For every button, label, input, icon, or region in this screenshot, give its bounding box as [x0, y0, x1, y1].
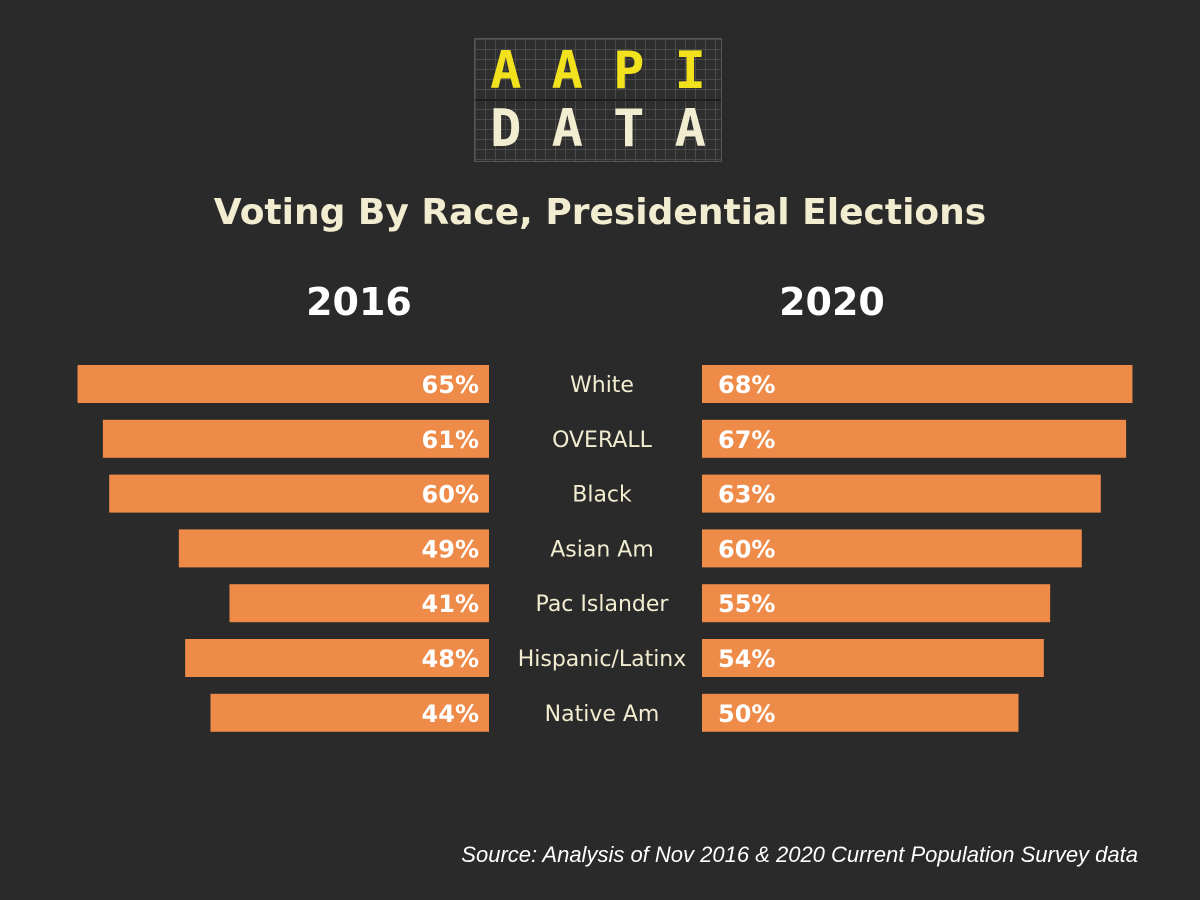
value-label-2016-3: 49%: [422, 535, 479, 563]
logo-letter: A: [551, 41, 583, 101]
value-label-2020-3: 60%: [718, 535, 775, 563]
chart-title: Voting By Race, Presidential Elections: [213, 192, 987, 233]
value-label-2020-6: 50%: [718, 700, 775, 728]
category-label-3: Asian Am: [550, 537, 654, 562]
logo-row-bottom: D A T A: [475, 99, 721, 159]
bar-2016-4: [229, 584, 489, 623]
value-label-2016-5: 48%: [422, 645, 479, 673]
bar-2016-2: [109, 474, 489, 513]
value-label-2016-0: 65%: [422, 371, 479, 399]
bar-2016-6: [210, 693, 490, 732]
year-label-2020: 2020: [779, 280, 885, 324]
category-label-1: OVERALL: [552, 428, 653, 453]
year-label-2016: 2016: [306, 280, 412, 324]
value-label-2020-5: 54%: [718, 645, 775, 673]
logo-letter: D: [490, 99, 522, 159]
logo-letter: T: [613, 99, 645, 159]
logo-letter: A: [674, 99, 706, 159]
value-label-2020-2: 63%: [718, 481, 775, 509]
bar-2016-0: [77, 365, 490, 403]
value-label-2020-4: 55%: [718, 590, 775, 618]
logo-letter: I: [674, 41, 706, 101]
value-label-2016-2: 60%: [422, 481, 479, 509]
bar-2020-3: [702, 529, 1082, 568]
bar-2020-2: [702, 474, 1101, 513]
bar-2020-0: [702, 365, 1133, 403]
logo-letter: A: [551, 99, 583, 159]
value-label-2016-1: 61%: [422, 426, 479, 454]
bar-2016-5: [185, 639, 489, 677]
logo-row-top: A A P I: [475, 41, 721, 101]
aapi-data-logo: A A P I D A T A: [474, 38, 722, 162]
logo-letter: A: [490, 41, 522, 101]
category-label-4: Pac Islander: [536, 592, 670, 617]
value-label-2020-0: 68%: [718, 371, 775, 399]
source-note: Source: Analysis of Nov 2016 & 2020 Curr…: [461, 842, 1138, 867]
category-label-2: Black: [572, 483, 632, 508]
category-label-0: White: [570, 373, 634, 398]
logo-divider: [475, 99, 721, 101]
bar-2020-5: [702, 639, 1044, 677]
bar-2020-4: [702, 584, 1051, 623]
bar-2016-1: [102, 419, 490, 458]
bar-2020-1: [702, 419, 1127, 458]
bar-2016-3: [178, 529, 489, 568]
bar-2020-6: [702, 693, 1019, 732]
value-label-2016-6: 44%: [422, 700, 479, 728]
category-label-6: Native Am: [545, 702, 660, 727]
value-label-2016-4: 41%: [422, 590, 479, 618]
category-label-5: Hispanic/Latinx: [518, 647, 687, 672]
value-label-2020-1: 67%: [718, 426, 775, 454]
logo-letter: P: [613, 41, 645, 101]
